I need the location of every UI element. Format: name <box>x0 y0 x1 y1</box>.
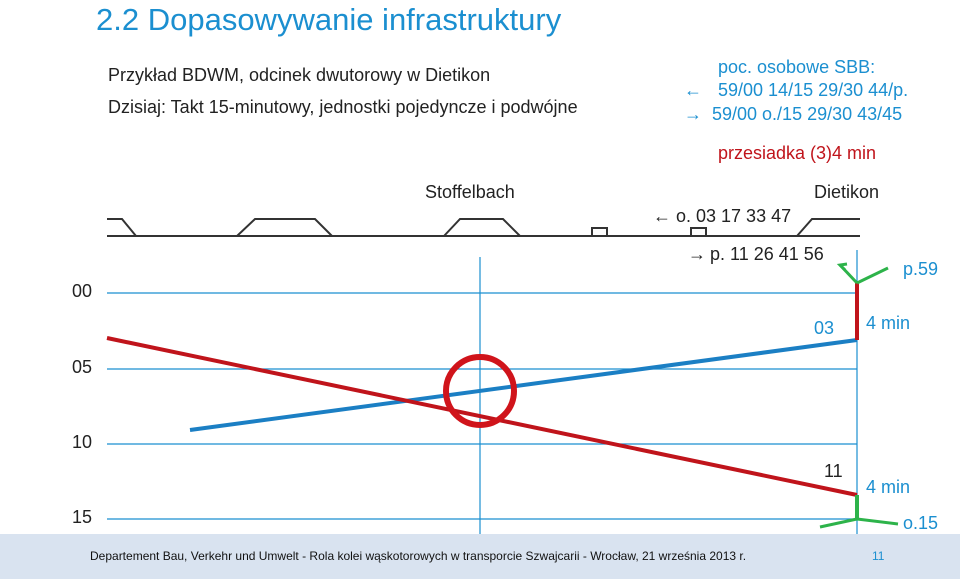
platform-left <box>107 218 137 237</box>
label-11: 11 <box>824 461 843 481</box>
sbb-times-left: 59/00 14/15 29/30 44/p. <box>718 80 909 100</box>
label-03: 03 <box>814 318 835 338</box>
label-4min-lower: 4 min <box>866 477 911 497</box>
connection-arrow-out <box>856 266 889 285</box>
time-label-15: 15 <box>72 507 93 527</box>
subtitle-example: Przykład BDWM, odcinek dwutorowy w Dieti… <box>108 65 491 85</box>
label-4min-upper: 4 min <box>866 313 911 333</box>
sbb-header: poc. osobowe SBB: <box>718 57 876 77</box>
left-arrow-icon: ← <box>653 206 671 226</box>
footer-text: Departement Bau, Verkehr und Umwelt - Ro… <box>90 549 747 563</box>
train-path-inbound <box>106 336 858 497</box>
train-path-outbound <box>189 338 858 432</box>
track-profile <box>107 218 860 237</box>
time-label-00: 00 <box>72 281 93 301</box>
page-title: 2.2 Dopasowywanie infrastruktury <box>96 2 562 37</box>
connection-arrow-lower-out <box>856 517 899 526</box>
subtitle-today: Dzisiaj: Takt 15-minutowy, jednostki poj… <box>108 97 578 117</box>
left-arrow-icon: ← <box>684 80 702 100</box>
departures-p: p. 11 26 41 56 <box>710 244 824 264</box>
platform-dietikon <box>796 218 860 237</box>
right-arrow-icon: → <box>688 244 706 264</box>
label-p59: p.59 <box>903 259 939 279</box>
station-dietikon: Dietikon <box>814 182 880 202</box>
platform-a <box>236 218 333 237</box>
signal-box-b <box>690 227 707 237</box>
signal-box-a <box>591 227 608 237</box>
station-stoffelbach: Stoffelbach <box>425 182 515 202</box>
connection-arrow-lower-in <box>819 517 858 529</box>
footer-bar <box>0 534 960 579</box>
departures-o: o. 03 17 33 47 <box>676 206 792 226</box>
label-o15: o.15 <box>903 513 939 533</box>
time-label-05: 05 <box>72 357 93 377</box>
sbb-times-right: 59/00 o./15 29/30 43/45 <box>712 104 903 124</box>
time-label-10: 10 <box>72 432 93 452</box>
right-arrow-icon: → <box>684 104 702 124</box>
platform-stoffelbach <box>443 218 521 237</box>
crossing-circle <box>443 354 517 428</box>
transfer-note: przesiadka (3)4 min <box>718 143 877 163</box>
page-number: 11 <box>872 549 885 563</box>
